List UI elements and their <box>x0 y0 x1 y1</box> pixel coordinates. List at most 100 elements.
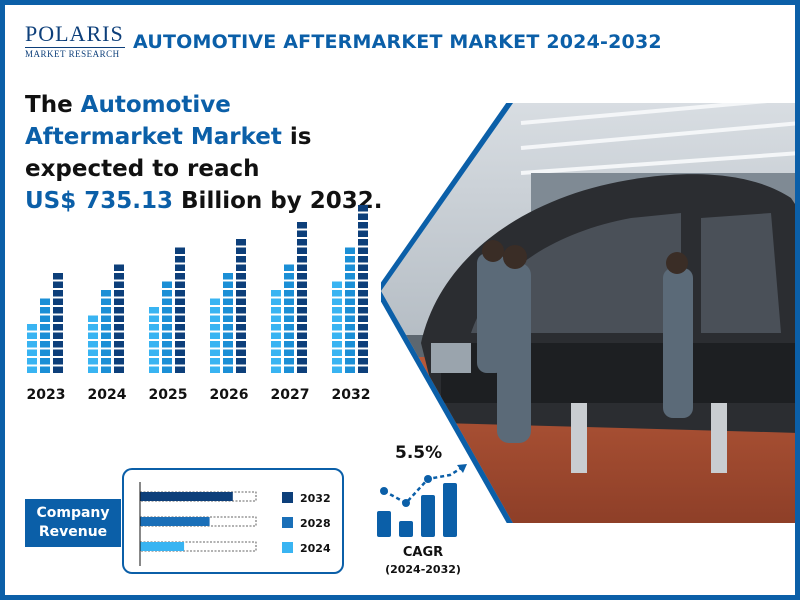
bar-segment-2027-s3 <box>297 273 307 280</box>
bar-segment-2024-s1 <box>88 358 98 365</box>
bar-segment-2026-s1 <box>210 298 220 305</box>
bar-segment-2024-s3 <box>114 324 124 331</box>
bar-segment-2026-s1 <box>210 324 220 331</box>
bar-segment-2026-s1 <box>210 332 220 339</box>
bar-segment-2032-s3 <box>358 358 368 365</box>
bar-segment-2026-s3 <box>236 256 246 263</box>
bar-segment-2025-s3 <box>175 349 185 356</box>
bar-segment-2027-s2 <box>284 349 294 356</box>
bar-segment-2023-s3 <box>53 358 63 365</box>
market-growth-bar-chart: 2023 2024 2025 2026 2027 2032 <box>21 205 371 405</box>
bar-segment-2032-s3 <box>358 239 368 246</box>
bar-segment-2032-s3 <box>358 213 368 220</box>
bar-segment-2026-s3 <box>236 366 246 373</box>
bar-segment-2027-s1 <box>271 290 281 297</box>
bar-segment-2032-s1 <box>332 281 342 288</box>
bar-segment-2026-s3 <box>236 298 246 305</box>
bar-segment-2025-s3 <box>175 366 185 373</box>
bar-segment-2025-s2 <box>162 358 172 365</box>
headline-highlight-value: US$ 735.13 <box>25 188 174 214</box>
bar-segment-2032-s2 <box>345 358 355 365</box>
bar-segment-2023-s3 <box>53 298 63 305</box>
bar-segment-2024-s2 <box>101 358 111 365</box>
bar-segment-2025-s1 <box>149 349 159 356</box>
legend-label-2024: 2024 <box>300 542 331 555</box>
bar-segment-2032-s2 <box>345 315 355 322</box>
bar-segment-2032-s3 <box>358 315 368 322</box>
bar-segment-2023-s1 <box>27 349 37 356</box>
legend-swatch-2024 <box>282 542 293 553</box>
bar-segment-2026-s2 <box>223 358 233 365</box>
bar-segment-2027-s3 <box>297 341 307 348</box>
bar-segment-2027-s2 <box>284 290 294 297</box>
bar-segment-2024-s3 <box>114 290 124 297</box>
bar-segment-2032-s3 <box>358 298 368 305</box>
bar-segment-2027-s1 <box>271 349 281 356</box>
page-title: AUTOMOTIVE AFTERMARKET MARKET 2024-2032 <box>133 31 662 53</box>
bar-segment-2023-s1 <box>27 358 37 365</box>
headline-part3: Billion by 2032. <box>173 188 383 214</box>
bar-segment-2027-s2 <box>284 264 294 271</box>
bar-segment-2024-s3 <box>114 264 124 271</box>
bar-segment-2025-s3 <box>175 273 185 280</box>
bar-segment-2027-s3 <box>297 239 307 246</box>
bar-segment-2027-s2 <box>284 307 294 314</box>
bar-segment-2024-s3 <box>114 273 124 280</box>
bar-segment-2026-s2 <box>223 281 233 288</box>
bar-segment-2027-s1 <box>271 366 281 373</box>
bar-segment-2023-s3 <box>53 341 63 348</box>
bar-segment-2025-s2 <box>162 290 172 297</box>
bar-segment-2032-s3 <box>358 307 368 314</box>
bar-segment-2025-s1 <box>149 366 159 373</box>
bar-segment-2032-s2 <box>345 324 355 331</box>
bar-segment-2023-s3 <box>53 349 63 356</box>
bar-segment-2026-s3 <box>236 358 246 365</box>
bar-segment-2023-s2 <box>40 324 50 331</box>
bar-segment-2032-s3 <box>358 324 368 331</box>
x-tick-label-2027: 2027 <box>271 387 310 403</box>
legend-swatch-2028 <box>282 517 293 528</box>
bar-segment-2024-s2 <box>101 341 111 348</box>
bar-segment-2032-s3 <box>358 256 368 263</box>
bar-segment-2024-s3 <box>114 315 124 322</box>
x-tick-label-2025: 2025 <box>149 387 188 403</box>
bar-segment-2024-s2 <box>101 366 111 373</box>
bar-segment-2032-s1 <box>332 366 342 373</box>
bar-segment-2032-s3 <box>358 222 368 229</box>
bar-segment-2027-s3 <box>297 256 307 263</box>
bar-segment-2023-s3 <box>53 324 63 331</box>
bar-segment-2024-s3 <box>114 298 124 305</box>
bar-segment-2026-s1 <box>210 307 220 314</box>
legend-label-2028: 2028 <box>300 517 331 530</box>
bar-segment-2027-s3 <box>297 230 307 237</box>
legend-label-2032: 2032 <box>300 492 331 505</box>
bar-segment-2027-s2 <box>284 315 294 322</box>
bar-segment-2032-s2 <box>345 341 355 348</box>
bar-segment-2025-s3 <box>175 281 185 288</box>
bar-segment-2026-s3 <box>236 247 246 254</box>
bar-segment-2032-s3 <box>358 264 368 271</box>
bar-segment-2026-s2 <box>223 332 233 339</box>
bar-segment-2027-s2 <box>284 341 294 348</box>
bar-segment-2025-s2 <box>162 281 172 288</box>
bar-segment-2026-s1 <box>210 358 220 365</box>
bar-segment-2026-s3 <box>236 324 246 331</box>
bar-segment-2025-s1 <box>149 307 159 314</box>
bar-segment-2032-s3 <box>358 366 368 373</box>
bar-segment-2025-s3 <box>175 290 185 297</box>
bar-segment-2032-s1 <box>332 307 342 314</box>
bar-segment-2026-s3 <box>236 281 246 288</box>
bar-segment-2024-s3 <box>114 358 124 365</box>
bar-segment-2023-s3 <box>53 366 63 373</box>
bar-segment-2027-s3 <box>297 358 307 365</box>
bar-segment-2024-s1 <box>88 315 98 322</box>
bar-segment-2032-s3 <box>358 205 368 212</box>
bar-segment-2032-s2 <box>345 332 355 339</box>
bar-segment-2025-s3 <box>175 358 185 365</box>
bar-segment-2023-s3 <box>53 307 63 314</box>
logo-name: POLARIS <box>25 21 124 46</box>
polaris-logo: POLARIS MARKET RESEARCH <box>25 23 125 59</box>
bar-segment-2025-s2 <box>162 341 172 348</box>
bar-segment-2032-s3 <box>358 273 368 280</box>
bar-segment-2023-s2 <box>40 332 50 339</box>
